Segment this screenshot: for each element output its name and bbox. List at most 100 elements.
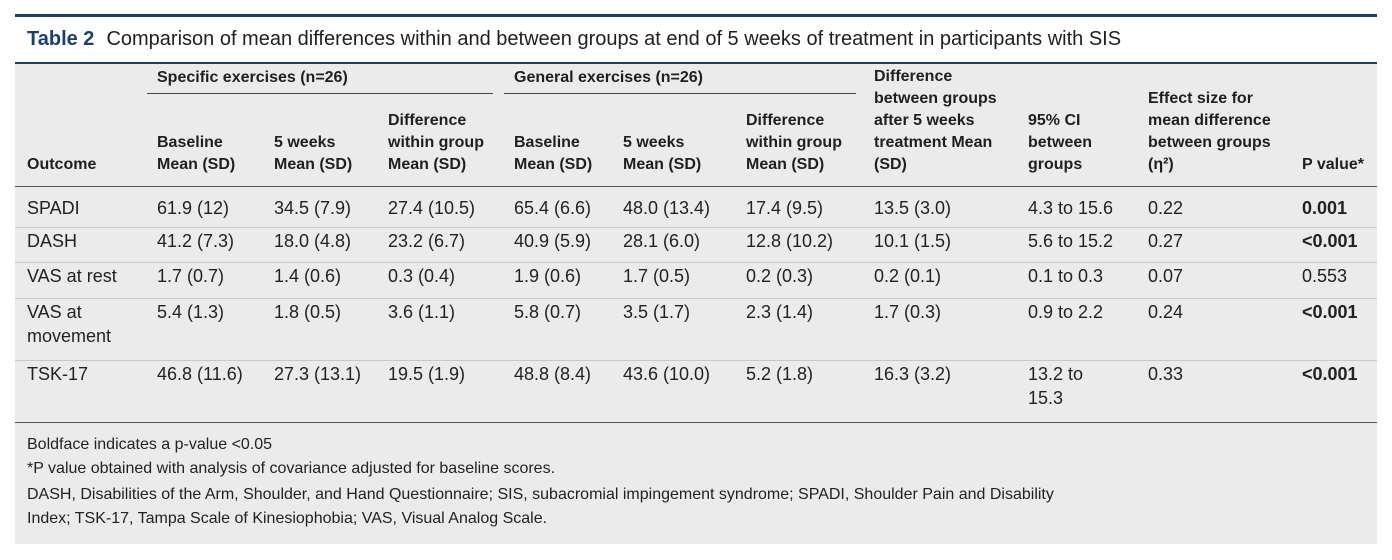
table-cell-s-baseline: 46.8 (11.6) [157,364,243,384]
cell-line: 4.3 to 15.6 [1028,198,1114,218]
row-divider [15,262,1377,263]
table-cell-effect: 0.24 [1148,302,1184,322]
table-cell-ci: 13.2 to 15.3 [1028,362,1083,410]
header-line: within group [746,134,842,151]
table-cell-s-5weeks: 1.4 (0.6) [274,266,342,286]
header-line: mean difference [1148,112,1271,129]
table-cell-g-diff: 17.4 (9.5) [746,198,824,218]
col-header-general-difference: Difference within group Mean (SD) [746,110,842,176]
header-line: groups [1028,156,1083,173]
header-line: Difference [746,112,825,129]
header-line: Mean (SD) [746,156,825,173]
group-rule-general [504,93,856,94]
table-label: Table 2 [27,28,95,50]
header-line: between groups [874,90,997,107]
header-line: between groups [1148,134,1271,151]
header-line: (SD) [874,156,907,173]
table-cell-g-baseline: 5.8 (0.7) [514,302,582,322]
col-header-pvalue: P value* [1302,156,1364,173]
table-cell-g-5weeks: 1.7 (0.5) [623,266,691,286]
table-cell-between: 1.7 (0.3) [874,302,942,322]
table-cell-g-diff: 2.3 (1.4) [746,302,814,322]
table-cell-s-diff: 27.4 (10.5) [388,198,476,218]
header-line: 95% CI [1028,112,1081,129]
table-panel: Table 2 Comparison of mean differences w… [15,14,1377,544]
table-title: Comparison of mean differences within an… [106,28,1122,50]
table-cell-pvalue: <0.001 [1302,302,1358,322]
footnote-bold: Boldface indicates a p-value <0.05 [27,436,273,453]
table-cell-ci: 0.1 to 0.3 [1028,264,1103,288]
header-line: Effect size for [1148,90,1253,107]
table-cell-between: 0.2 (0.1) [874,266,942,286]
cell-line: 13.2 to [1028,364,1084,384]
col-header-outcome: Outcome [27,156,97,173]
group-header-specific: Specific exercises (n=26) [157,69,348,86]
table-cell-g-5weeks: 3.5 (1.7) [623,302,691,322]
table-cell-effect: 0.22 [1148,198,1184,218]
table-cell-pvalue: <0.001 [1302,231,1358,251]
table-cell-effect: 0.33 [1148,364,1184,384]
table-cell-outcome: DASH [27,229,77,253]
table-cell-s-diff: 23.2 (6.7) [388,231,466,251]
table-cell-g-baseline: 40.9 (5.9) [514,231,592,251]
col-header-specific-baseline: Baseline Mean (SD) [157,132,235,176]
row-divider [15,227,1377,228]
header-line: Difference [388,112,467,129]
table-cell-g-baseline: 1.9 (0.6) [514,266,582,286]
cell-line: 15.3 [1028,388,1064,408]
header-line: 5 weeks [623,134,685,151]
table-cell-g-baseline: 48.8 (8.4) [514,364,592,384]
header-line: after 5 weeks [874,112,975,129]
table-title-bar: Table 2 Comparison of mean differences w… [15,14,1377,64]
table-cell-g-baseline: 65.4 (6.6) [514,198,592,218]
header-line: Difference [874,68,953,85]
table-cell-s-5weeks: 1.8 (0.5) [274,302,342,322]
table-cell-effect: 0.27 [1148,231,1184,251]
cell-line: movement [27,326,112,346]
header-line: Mean (SD) [514,156,593,173]
cell-line: TSK-17 [27,364,89,384]
table-cell-between: 16.3 (3.2) [874,364,952,384]
table-cell-pvalue: <0.001 [1302,364,1358,384]
row-divider [15,360,1377,361]
header-line: Mean (SD) [388,156,467,173]
table-cell-g-5weeks: 28.1 (6.0) [623,231,701,251]
table-cell-ci: 0.9 to 2.2 [1028,300,1103,324]
table-cell-s-baseline: 1.7 (0.7) [157,266,225,286]
table-cell-outcome: VAS at movement [27,300,111,348]
table-cell-between: 13.5 (3.0) [874,198,952,218]
group-rule-specific [147,93,493,94]
table-cell-pvalue: 0.553 [1302,266,1348,286]
table-cell-s-diff: 0.3 (0.4) [388,266,456,286]
table-cell-effect: 0.07 [1148,266,1184,286]
footnote-pvalue: *P value obtained with analysis of covar… [27,460,556,477]
col-header-ci: 95% CI between groups [1028,110,1092,176]
group-header-general: General exercises (n=26) [514,69,704,86]
cell-line: SPADI [27,198,80,218]
footnote-abbreviations-cont: Index; TSK-17, Tampa Scale of Kinesiopho… [27,510,548,527]
table-cell-g-diff: 5.2 (1.8) [746,364,814,384]
table-cell-s-diff: 19.5 (1.9) [388,364,466,384]
cell-line: 0.1 to 0.3 [1028,266,1104,286]
header-line: between [1028,134,1093,151]
table-cell-ci: 4.3 to 15.6 [1028,196,1113,220]
table-cell-pvalue: 0.001 [1302,198,1348,218]
table-cell-g-5weeks: 43.6 (10.0) [623,364,711,384]
col-header-specific-difference: Difference within group Mean (SD) [388,110,484,176]
col-header-general-5weeks: 5 weeks Mean (SD) [623,132,701,176]
cell-line: VAS at [27,302,82,322]
header-line: Mean (SD) [623,156,702,173]
table-cell-s-baseline: 61.9 (12) [157,198,230,218]
col-header-general-baseline: Baseline Mean (SD) [514,132,592,176]
footnote-abbreviations: DASH, Disabilities of the Arm, Shoulder,… [27,486,1054,503]
table-cell-s-baseline: 41.2 (7.3) [157,231,235,251]
footer-divider [15,422,1377,423]
table-cell-s-5weeks: 18.0 (4.8) [274,231,352,251]
row-divider [15,298,1377,299]
col-header-effect-size: Effect size for mean difference between gr… [1148,88,1271,176]
header-line: within group [388,134,484,151]
header-divider [15,186,1377,187]
header-line: Baseline [514,134,580,151]
table-cell-g-diff: 0.2 (0.3) [746,266,814,286]
cell-line: 0.9 to 2.2 [1028,302,1104,322]
